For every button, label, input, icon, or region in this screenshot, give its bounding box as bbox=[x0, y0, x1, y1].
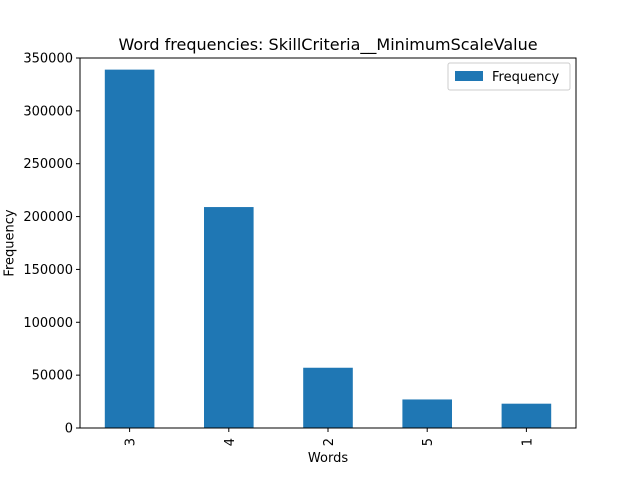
y-axis: 0 50000 100000 150000 200000 250000 300000 3500… bbox=[23, 52, 80, 437]
bar-1 bbox=[501, 403, 552, 428]
legend-box bbox=[447, 62, 571, 91]
y-axis-label: Frequency bbox=[3, 209, 18, 276]
y-tick-label: 300000 bbox=[23, 104, 73, 119]
legend: Frequency bbox=[447, 62, 571, 91]
y-tick-label: 250000 bbox=[23, 157, 73, 172]
x-tick-label: 4 bbox=[223, 438, 238, 446]
bar-5 bbox=[402, 399, 452, 428]
y-tick-label: 350000 bbox=[23, 52, 73, 67]
x-tick-label: 2 bbox=[322, 438, 337, 446]
bar-3 bbox=[104, 69, 155, 428]
y-tick-label: 150000 bbox=[23, 263, 73, 278]
y-tick-label: 100000 bbox=[23, 316, 73, 331]
y-tick-label: 200000 bbox=[23, 210, 73, 225]
x-tick-label: 1 bbox=[520, 438, 535, 446]
chart-title: Word frequencies: SkillCriteria__Minimum… bbox=[118, 35, 537, 55]
y-tick-label: 50000 bbox=[32, 369, 73, 384]
bar-2 bbox=[303, 367, 353, 428]
x-axis-label: Words bbox=[308, 451, 348, 466]
x-axis: 3 4 2 5 1 bbox=[124, 428, 535, 446]
x-tick-label: 3 bbox=[124, 438, 139, 446]
x-tick-label: 5 bbox=[421, 438, 436, 446]
legend-entry-frequency: Frequency bbox=[492, 70, 559, 85]
plot-frame bbox=[79, 57, 577, 429]
bars-group bbox=[104, 69, 552, 428]
legend-swatch bbox=[455, 71, 483, 81]
y-tick-label: 0 bbox=[65, 422, 73, 437]
bar-4 bbox=[204, 207, 254, 428]
